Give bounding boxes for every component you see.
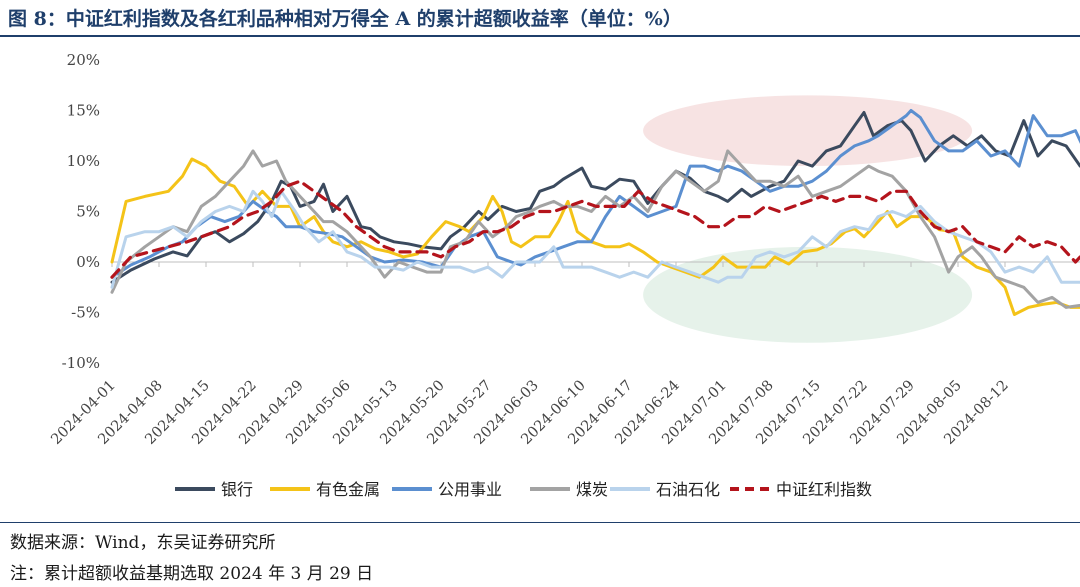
y-tick-label: 0% [76, 253, 100, 271]
series-line-2 [110, 157, 1080, 316]
source-note: 数据来源：Wind，东吴证券研究所 [10, 533, 276, 553]
y-tick-label: -5% [71, 304, 100, 322]
chart-legend: 银行 有色金属 公用事业 煤炭 石油石化 中证红利指数 [175, 480, 872, 499]
series-line-5 [110, 189, 1080, 289]
series-line-4 [110, 149, 1080, 309]
series-lines [110, 109, 1080, 316]
legend-label-3: 公用事业 [438, 480, 502, 499]
highlight-ellipse-2 [643, 246, 973, 343]
line-chart: -10%-5%0%5%10%15%20%2024-04-012024-04-08… [48, 51, 1080, 499]
y-tick-label: 15% [67, 102, 100, 120]
y-tick-label: 10% [67, 152, 100, 170]
legend-label-4: 煤炭 [576, 480, 608, 499]
series-line-6 [110, 179, 1080, 279]
highlight-ellipse-1 [643, 95, 973, 167]
legend-label-6: 中证红利指数 [776, 480, 872, 499]
footnote: 注：累计超额收益基期选取 2024 年 3 月 29 日 [10, 564, 374, 584]
y-tick-label: 20% [67, 51, 100, 69]
highlight-regions [643, 95, 973, 343]
legend-label-5: 石油石化 [656, 480, 720, 499]
title-divider [0, 35, 1080, 37]
y-tick-label: 5% [76, 203, 100, 221]
footer-divider [0, 522, 1080, 523]
legend-label-2: 有色金属 [316, 480, 380, 499]
legend-label-1: 银行 [221, 480, 253, 499]
y-tick-label: -10% [62, 354, 100, 372]
figure-title: 图 8：中证红利指数及各红利品种相对万得全 A 的累计超额收益率（单位：%） [8, 8, 682, 30]
